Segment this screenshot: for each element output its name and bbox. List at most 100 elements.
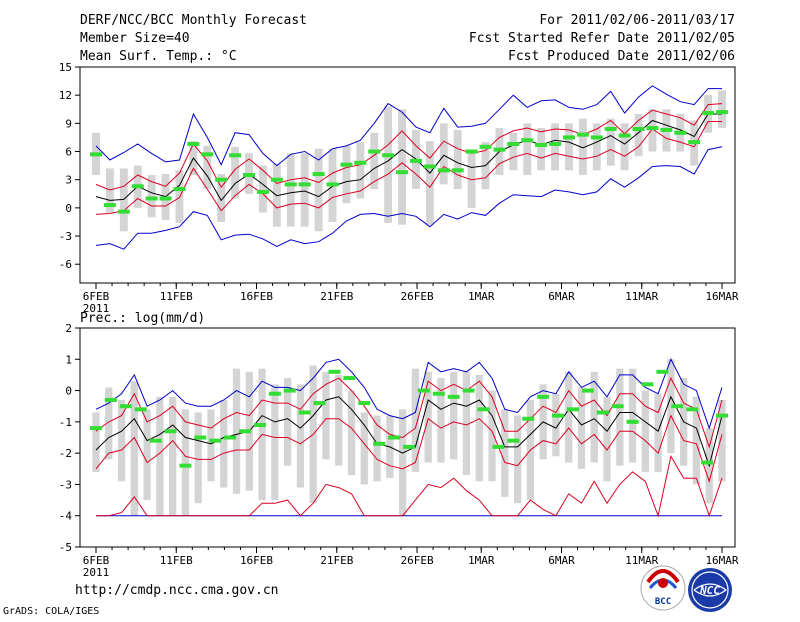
temp-observed-marker	[549, 142, 562, 147]
prec-observed-marker	[656, 369, 669, 374]
prec-observed-marker	[462, 388, 475, 393]
source-url[interactable]: http://cmdp.ncc.cma.gov.cn	[75, 583, 279, 598]
temp-observed-marker	[270, 177, 283, 182]
forecast-period: For 2011/02/06-2011/03/17	[539, 13, 735, 28]
prec-observed-marker	[701, 460, 714, 465]
prec-observed-marker	[611, 404, 624, 409]
prec-plot-frame	[79, 327, 736, 548]
prec-observed-marker	[716, 413, 728, 418]
temp-observed-marker	[493, 147, 506, 152]
temp-spread-box	[356, 142, 365, 199]
prec-spread-box	[347, 390, 356, 476]
prec-observed-marker	[149, 438, 162, 443]
temp-line-mean	[95, 113, 722, 202]
temp-observed-marker	[674, 130, 687, 135]
prec-spread-box	[143, 409, 151, 501]
prec-xtick-label: 16MAR	[705, 554, 738, 567]
prec-line-upper	[95, 376, 723, 449]
prec-spread-box	[296, 384, 305, 488]
prec-spread-box	[450, 371, 458, 460]
prec-spread-box	[335, 374, 343, 466]
temp-line-max	[95, 85, 722, 167]
temp-observed-marker	[562, 135, 575, 140]
prec-observed-marker	[283, 388, 296, 393]
temp-observed-marker	[479, 144, 492, 149]
prec-spread-box	[105, 387, 113, 460]
temp-observed-marker	[688, 140, 701, 145]
prec-spread-box	[475, 374, 483, 482]
temp-spread-box	[300, 153, 309, 227]
temp-observed-marker	[354, 160, 367, 165]
prec-observed-marker	[686, 407, 699, 412]
temp-spread-box	[620, 123, 629, 171]
prec-spread-box	[398, 409, 407, 516]
temp-spread-box	[258, 165, 267, 213]
prec-line-lower	[95, 414, 723, 484]
prec-observed-marker	[671, 404, 684, 409]
prec-spread-box	[322, 371, 330, 460]
prec-observed-marker	[209, 438, 222, 443]
temp-spread-box	[565, 123, 573, 171]
prec-observed-marker	[179, 463, 192, 468]
prec-observed-marker	[447, 394, 460, 399]
prec-ytick-label: 1	[65, 353, 72, 366]
temp-line-lower	[95, 121, 722, 215]
temp-observed-marker	[298, 182, 311, 187]
prec-spread-box	[552, 393, 560, 457]
prec-xtick-label: 6FEB	[83, 554, 110, 567]
temp-spread-box	[203, 145, 212, 190]
prec-spread-box	[577, 387, 586, 469]
prec-spread-box	[373, 415, 381, 482]
temp-observed-marker	[201, 152, 214, 157]
temp-observed-marker	[437, 168, 450, 173]
temp-spread-box	[578, 118, 587, 175]
prec-spread-box	[271, 384, 279, 501]
prec-spread-box	[156, 396, 164, 516]
temp-observed-marker	[131, 184, 144, 189]
temp-observed-marker	[618, 133, 631, 138]
temp-observed-marker	[660, 127, 673, 132]
temp-observed-marker	[284, 182, 297, 187]
temp-line-min	[95, 146, 723, 250]
temp-observed-marker	[243, 173, 256, 177]
temp-observed-marker	[312, 172, 325, 177]
prec-spread-box	[117, 399, 126, 482]
prec-observed-marker	[388, 435, 401, 440]
prec-observed-marker	[477, 407, 490, 412]
produced-date: Fcst Produced Date 2011/02/06	[508, 49, 735, 64]
temp-observed-marker	[716, 110, 728, 115]
prec-xtick-label: 26FEB	[400, 554, 433, 567]
temp-spread-box	[147, 175, 156, 218]
temp-observed-marker	[465, 149, 478, 154]
temp-observed-marker	[507, 142, 520, 147]
ncc-logo: NCC	[688, 568, 732, 612]
temp-xtick-label: 6FEB	[83, 290, 110, 303]
prec-ytick-label: -3	[59, 478, 72, 491]
prec-line-max	[95, 358, 723, 430]
prec-observed-marker	[343, 376, 356, 381]
prec-spread-box	[641, 390, 649, 472]
temp-observed-marker	[117, 209, 130, 214]
temp-spread-box	[718, 90, 726, 129]
prec-spread-box	[424, 371, 432, 463]
prec-line-p10	[96, 454, 723, 518]
member-size: Member Size=40	[80, 31, 190, 46]
prec-spread-box	[590, 371, 598, 463]
prec-observed-marker	[626, 419, 639, 424]
temp-observed-marker	[187, 142, 200, 147]
temp-spread-box	[370, 132, 379, 190]
temp-observed-marker	[423, 164, 436, 169]
temp-observed-marker	[409, 158, 422, 163]
temp-observed-marker	[159, 196, 172, 201]
prec-xtick-label: 6MAR	[548, 554, 575, 567]
prec-observed-marker	[417, 388, 430, 393]
temp-spread-box	[509, 132, 518, 171]
prec-xtick-label: 21FEB	[320, 554, 353, 567]
prec-spread-box	[220, 399, 228, 488]
temp-xtick-label: 11FEB	[160, 290, 193, 303]
temp-spread-box	[439, 123, 448, 185]
prec-ytick-label: -4	[59, 510, 73, 523]
temp-spread-box	[384, 106, 393, 223]
temp-observed-marker	[90, 152, 102, 157]
started-date: Fcst Started Refer Date 2011/02/05	[469, 31, 735, 46]
